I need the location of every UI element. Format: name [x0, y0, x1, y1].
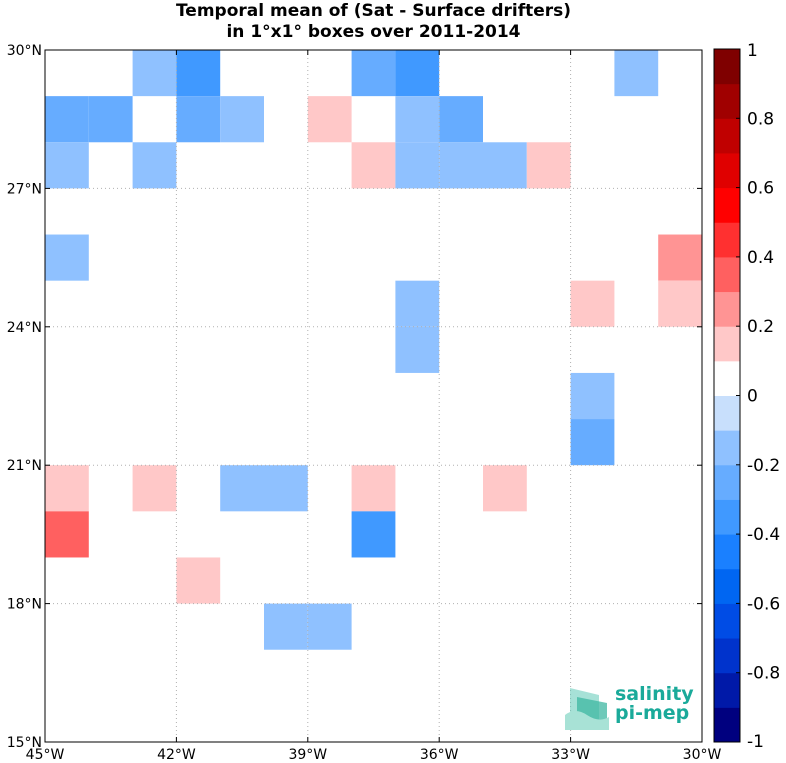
gridlines	[45, 50, 702, 742]
data-cell	[395, 96, 440, 143]
colorbar-tick-label: -1	[747, 732, 764, 752]
data-cell	[264, 603, 308, 650]
data-cell	[264, 465, 308, 512]
data-cell	[307, 603, 352, 650]
colorbar-segment	[714, 499, 740, 535]
colorbar-tick-label: -0.4	[747, 525, 780, 545]
data-cell	[45, 511, 89, 558]
data-cell	[88, 96, 133, 143]
colorbar-tick-label: -0.6	[747, 594, 780, 614]
colorbar-segment	[714, 638, 740, 674]
y-tick-label: 27°N	[7, 181, 42, 197]
data-cell	[351, 511, 396, 558]
colorbar-segment	[714, 395, 740, 431]
y-tick-label: 15°N	[7, 735, 42, 751]
logo-text-pimep: pi-mep	[615, 702, 690, 724]
data-cell	[351, 142, 396, 189]
colorbar-segment	[714, 83, 740, 119]
data-cell	[176, 96, 221, 143]
data-cells	[45, 50, 702, 650]
x-tick-label: 33°W	[551, 747, 590, 763]
colorbar-segment	[714, 118, 740, 154]
data-cell	[439, 96, 483, 143]
y-tick-label: 18°N	[7, 597, 42, 613]
colorbar-segment	[714, 326, 740, 362]
data-cell	[132, 142, 177, 189]
data-cell	[176, 50, 221, 97]
colorbar-segment	[714, 430, 740, 466]
x-tick-label: 39°W	[288, 747, 327, 763]
data-cell	[351, 50, 396, 97]
data-cell	[395, 142, 440, 189]
data-cell	[220, 96, 264, 143]
data-cell	[395, 50, 440, 97]
colorbar-tick-label: -0.2	[747, 456, 780, 476]
colorbar-tick-label: 1	[747, 41, 758, 61]
x-tick-label: 36°W	[420, 747, 459, 763]
colorbar-segment	[714, 568, 740, 604]
data-cell	[483, 142, 527, 189]
colorbar-segment	[714, 291, 740, 327]
logo-wave-front	[565, 711, 609, 730]
data-cell	[658, 234, 702, 281]
map-frame	[44, 49, 703, 743]
data-cell	[45, 96, 89, 143]
salinity-pimep-logo	[565, 688, 609, 730]
y-tick-label: 24°N	[7, 320, 42, 336]
data-cell	[307, 96, 352, 143]
colorbar-tick-label: 0.8	[747, 109, 774, 129]
colorbar: 1 0.8 0.6 0.4 0.2 0 -0.2 -0.4 -0.6 -0.8 -1	[713, 41, 780, 752]
chart-subtitle: in 1°x1° boxes over 2011-2014	[226, 22, 521, 42]
colorbar-segment	[714, 707, 740, 743]
data-cell	[395, 280, 440, 327]
data-cell	[526, 142, 571, 189]
logo-text-salinity: salinity	[615, 683, 694, 705]
colorbar-segment	[714, 152, 740, 189]
data-cell	[395, 326, 440, 373]
colorbar-tick-label: 0.4	[747, 248, 774, 268]
data-cell	[570, 419, 615, 466]
x-tick-label: 42°W	[157, 747, 196, 763]
colorbar-segment	[714, 222, 740, 258]
colorbar-segment	[714, 49, 740, 85]
data-cell	[176, 557, 221, 604]
colorbar-tick-label: 0.6	[747, 179, 774, 199]
data-cell	[45, 234, 89, 281]
data-cell	[132, 465, 177, 512]
data-cell	[614, 50, 659, 97]
data-cell	[351, 465, 396, 512]
y-tick-label: 30°N	[7, 43, 42, 59]
colorbar-segment	[714, 360, 740, 396]
data-cell	[570, 280, 615, 327]
data-cell	[483, 465, 527, 512]
colorbar-segment	[714, 464, 740, 500]
colorbar-tick-label: 0.2	[747, 317, 774, 337]
colorbar-segment	[714, 534, 740, 570]
chart-title: Temporal mean of (Sat - Surface drifters…	[175, 1, 572, 21]
colorbar-tick-label: 0	[747, 387, 758, 407]
data-cell	[439, 142, 483, 189]
y-tick-label: 21°N	[7, 458, 42, 474]
colorbar-segment	[714, 603, 740, 639]
x-axis-ticks: 45°W 42°W 39°W 36°W 33°W 30°W	[26, 50, 722, 763]
x-tick-label: 45°W	[26, 747, 65, 763]
y-axis-ticks: 15°N 18°N 21°N 24°N 27°N 30°N	[7, 43, 702, 751]
data-cell	[132, 50, 177, 97]
x-tick-label: 30°W	[683, 747, 722, 763]
colorbar-segment	[714, 187, 740, 223]
data-cell	[658, 280, 702, 327]
data-cell	[220, 465, 264, 512]
data-cell	[45, 465, 89, 512]
data-cell	[45, 142, 89, 189]
colorbar-segment	[714, 672, 740, 708]
colorbar-segment	[714, 256, 740, 293]
data-cell	[570, 372, 615, 420]
colorbar-tick-label: -0.8	[747, 664, 780, 684]
